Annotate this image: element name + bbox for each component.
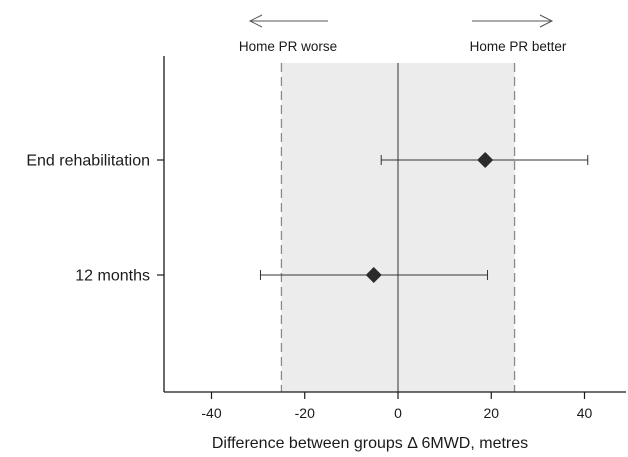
x-axis-ticks: -40 -20 0 20 40: [201, 392, 592, 421]
x-tick-label: 20: [483, 405, 499, 421]
x-tick-label: 0: [394, 405, 402, 421]
row-label: 12 months: [75, 268, 150, 285]
forest-rows: End rehabilitation 12 months: [26, 152, 589, 285]
forest-row: End rehabilitation: [26, 152, 589, 170]
point-estimate-diamond: [477, 152, 494, 168]
row-label: End rehabilitation: [26, 153, 150, 170]
x-tick-label: 40: [577, 405, 593, 421]
arrow-right-icon: [472, 14, 554, 28]
direction-label-better: Home PR better: [470, 39, 567, 54]
x-axis-title: Difference between groups Δ 6MWD, metres: [212, 435, 528, 452]
x-tick-label: -40: [201, 405, 221, 421]
point-estimate-diamond: [365, 267, 382, 283]
arrow-left-icon: [248, 14, 328, 28]
forest-row: 12 months: [75, 267, 489, 285]
x-tick-label: -20: [295, 405, 315, 421]
direction-label-worse: Home PR worse: [239, 39, 337, 54]
